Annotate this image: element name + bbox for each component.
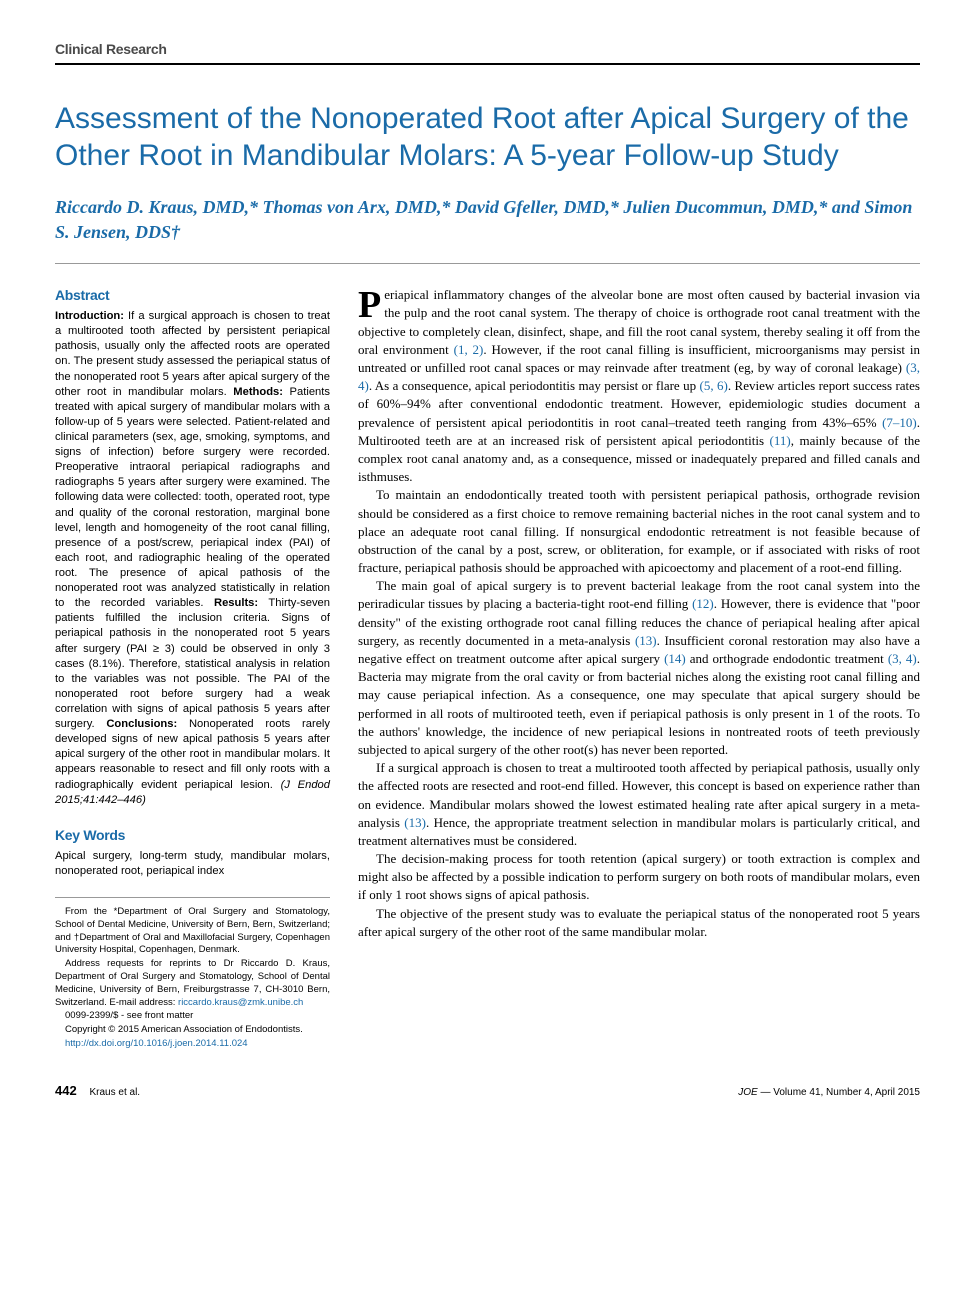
abstract-heading: Abstract <box>55 286 330 305</box>
abstract-conclusions-label: Conclusions: <box>106 718 177 730</box>
issn-line: 0099-2399/$ - see front matter <box>55 1010 330 1023</box>
ref-12[interactable]: (12) <box>692 596 714 611</box>
affiliation-address: Address requests for reprints to Dr Ricc… <box>55 958 330 1009</box>
footer-authors: Kraus et al. <box>89 1087 140 1098</box>
ref-7-10[interactable]: (7–10) <box>882 415 917 430</box>
footer-left: 442 Kraus et al. <box>55 1082 140 1100</box>
abstract-methods-text: Patients treated with apical surgery of … <box>55 386 330 610</box>
abstract-intro-label: Introduction: <box>55 310 124 322</box>
abstract-results-label: Results: <box>214 597 258 609</box>
footer-right: JOE — Volume 41, Number 4, April 2015 <box>738 1086 920 1100</box>
dropcap: P <box>358 286 384 321</box>
body-para-2: To maintain an endodontically treated to… <box>358 486 920 577</box>
p4-text-b: . Hence, the appropriate treatment selec… <box>358 815 920 848</box>
body-para-5: The decision-making process for tooth re… <box>358 850 920 905</box>
footer-journal: JOE <box>738 1087 757 1098</box>
article-title: Assessment of the Nonoperated Root after… <box>55 100 920 175</box>
p3-text-d: and orthograde endodontic treatment <box>686 651 888 666</box>
affiliations-block: From the *Department of Oral Surgery and… <box>55 897 330 1051</box>
keywords-heading: Key Words <box>55 826 330 845</box>
ref-3-4b[interactable]: (3, 4) <box>888 651 917 666</box>
body-para-3: The main goal of apical surgery is to pr… <box>358 577 920 759</box>
keywords-text: Apical surgery, long-term study, mandibu… <box>55 849 330 879</box>
abstract-results-text: Thirty-seven patients fulfilled the incl… <box>55 597 330 730</box>
copyright-line: Copyright © 2015 American Association of… <box>55 1024 330 1037</box>
footer-issue: — Volume 41, Number 4, April 2015 <box>758 1087 920 1098</box>
doi-link[interactable]: http://dx.doi.org/10.1016/j.joen.2014.11… <box>65 1038 248 1049</box>
section-tag: Clinical Research <box>55 40 920 65</box>
ref-1-2[interactable]: (1, 2) <box>454 342 484 357</box>
left-column: Abstract Introduction: If a surgical app… <box>55 286 330 1052</box>
abstract-methods-label: Methods: <box>233 386 283 398</box>
ref-14[interactable]: (14) <box>664 651 686 666</box>
p1-text-c: . As a consequence, apical periodontitis… <box>369 378 700 393</box>
ref-13b[interactable]: (13) <box>404 815 426 830</box>
right-column: Periapical inflammatory changes of the a… <box>358 286 920 1052</box>
abstract-body: Introduction: If a surgical approach is … <box>55 309 330 808</box>
p3-text-e: . Bacteria may migrate from the oral cav… <box>358 651 920 757</box>
page-number: 442 <box>55 1083 77 1098</box>
abstract-intro-text: If a surgical approach is chosen to trea… <box>55 310 330 398</box>
ref-13[interactable]: (13) <box>635 633 657 648</box>
ref-11[interactable]: (11) <box>770 433 791 448</box>
page-footer: 442 Kraus et al. JOE — Volume 41, Number… <box>55 1082 920 1100</box>
authors-line: Riccardo D. Kraus, DMD,* Thomas von Arx,… <box>55 195 920 264</box>
two-column-layout: Abstract Introduction: If a surgical app… <box>55 286 920 1052</box>
corr-email-link[interactable]: riccardo.kraus@zmk.unibe.ch <box>178 997 303 1008</box>
body-para-6: The objective of the present study was t… <box>358 905 920 941</box>
affiliation-from: From the *Department of Oral Surgery and… <box>55 906 330 957</box>
body-para-1: Periapical inflammatory changes of the a… <box>358 286 920 486</box>
body-para-4: If a surgical approach is chosen to trea… <box>358 759 920 850</box>
ref-5-6[interactable]: (5, 6) <box>700 378 728 393</box>
